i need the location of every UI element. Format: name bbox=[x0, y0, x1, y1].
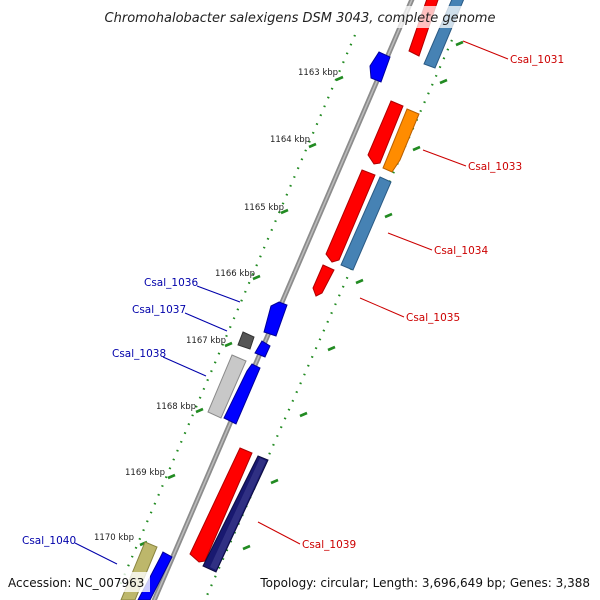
accession-text: Accession: NC_007963 bbox=[8, 576, 144, 590]
kbp-label: 1170 kbp bbox=[94, 533, 134, 543]
kbp-label: 1163 kbp bbox=[298, 68, 338, 78]
gene-label-csal-1031[interactable]: Csal_1031 bbox=[510, 54, 564, 66]
gene-label-csal-1037[interactable]: Csal_1037 bbox=[132, 304, 186, 316]
kbp-label: 1166 kbp bbox=[215, 269, 255, 279]
kbp-label: 1165 kbp bbox=[244, 203, 284, 213]
gene-navy-overlay bbox=[210, 458, 266, 570]
gene-blue-1037b[interactable] bbox=[254, 340, 271, 358]
kbp-label: 1169 kbp bbox=[125, 468, 165, 478]
gene-csal-1037[interactable] bbox=[237, 331, 255, 350]
label-connectors bbox=[74, 40, 509, 565]
kbp-label: 1164 kbp bbox=[270, 135, 310, 145]
genome-summary-text: Topology: circular; Length: 3,696,649 bp… bbox=[259, 576, 590, 590]
kbp-scale: 1163 kbp 1164 kbp 1165 kbp 1166 kbp 1167… bbox=[94, 68, 338, 543]
gene-csal-1033[interactable] bbox=[382, 108, 420, 173]
gene-csal-1035[interactable] bbox=[312, 264, 335, 297]
footer-backdrop-left bbox=[4, 572, 150, 592]
footer-backdrop-right bbox=[256, 572, 596, 592]
gene-blue-1032r[interactable] bbox=[369, 51, 391, 83]
reverse-genes bbox=[120, 51, 391, 600]
gene-labels: Csal_1031 Csal_1033 Csal_1034 Csal_1035 … bbox=[22, 54, 564, 551]
gene-label-csal-1038[interactable]: Csal_1038 bbox=[112, 348, 166, 360]
gene-red-1032[interactable] bbox=[367, 100, 404, 165]
gene-label-csal-1033[interactable]: Csal_1033 bbox=[468, 161, 522, 173]
kbp-label: 1167 kbp bbox=[186, 336, 226, 346]
kbp-label: 1168 kbp bbox=[156, 402, 196, 412]
major-ticks-left bbox=[139, 75, 344, 547]
gene-red-1039a[interactable] bbox=[189, 447, 253, 563]
title-backdrop bbox=[90, 6, 510, 28]
gene-label-csal-1040[interactable]: Csal_1040 bbox=[22, 535, 76, 547]
map-title: Chromohalobacter salexigens DSM 3043, co… bbox=[105, 11, 496, 26]
gene-label-csal-1036[interactable]: Csal_1036 bbox=[144, 277, 198, 289]
gene-csal-1034[interactable] bbox=[340, 176, 392, 271]
gene-csal-1036[interactable] bbox=[263, 301, 288, 337]
gene-red-1034a[interactable] bbox=[325, 169, 376, 263]
major-ticks-right bbox=[242, 40, 464, 551]
gene-label-csal-1034[interactable]: Csal_1034 bbox=[434, 245, 488, 257]
gene-blue-1038b[interactable] bbox=[223, 363, 261, 425]
forward-genes bbox=[189, 0, 465, 573]
gene-label-csal-1035[interactable]: Csal_1035 bbox=[406, 312, 460, 324]
gene-csal-1038[interactable] bbox=[207, 354, 247, 419]
gene-label-csal-1039[interactable]: Csal_1039 bbox=[302, 539, 356, 551]
